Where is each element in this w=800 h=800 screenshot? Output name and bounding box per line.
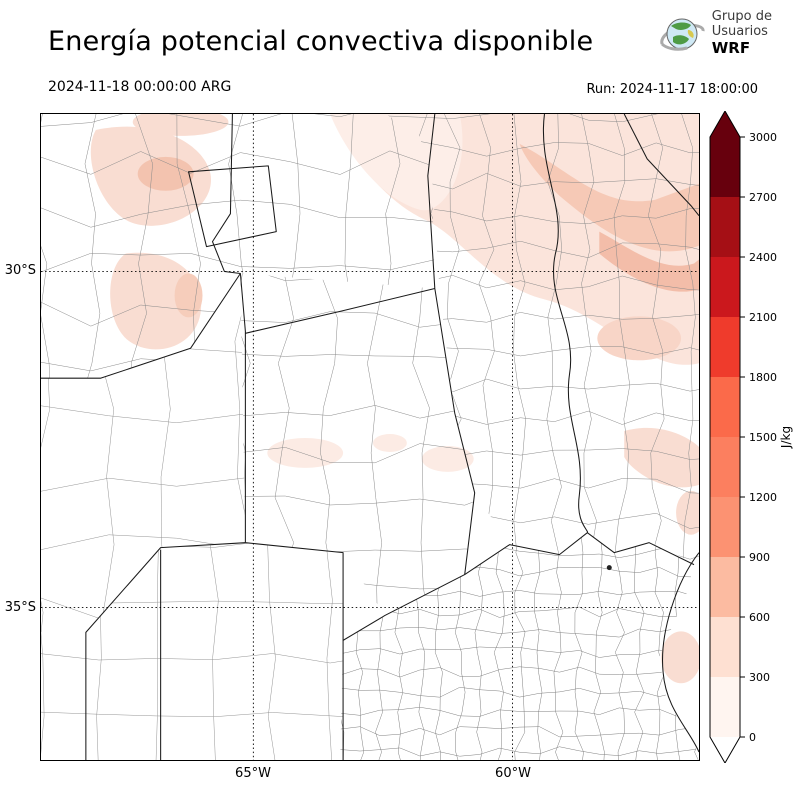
colorbar-segment bbox=[710, 197, 740, 257]
colorbar-segment bbox=[710, 137, 740, 197]
colorbar-over-arrow bbox=[710, 111, 740, 137]
colorbar-segment bbox=[710, 437, 740, 497]
logo-line-1: Grupo de bbox=[711, 9, 772, 25]
wrf-logo: Grupo de Usuarios WRF bbox=[658, 9, 772, 58]
colorbar-tick-label: 2700 bbox=[749, 191, 777, 204]
lat-tick-35s: 35°S bbox=[4, 600, 36, 615]
colorbar-tick-label: 3000 bbox=[749, 131, 777, 144]
colorbar-tick-labels: 3000 2700 2400 2100 1800 1500 1200 900 6… bbox=[749, 131, 777, 744]
colorbar-tick-label: 2400 bbox=[749, 251, 777, 264]
colorbar-segment bbox=[710, 677, 740, 737]
logo-line-3: WRF bbox=[711, 39, 751, 58]
colorbar-segment bbox=[710, 257, 740, 317]
lat-lon-gridlines bbox=[41, 114, 699, 760]
lon-tick-65w: 65°W bbox=[235, 766, 271, 781]
cape-map bbox=[41, 114, 699, 760]
valid-time-label: 2024-11-18 00:00:00 ARG bbox=[48, 79, 232, 95]
colorbar-tick-label: 1500 bbox=[749, 431, 777, 444]
lon-tick-60w: 60°W bbox=[495, 766, 531, 781]
province-borders bbox=[41, 114, 699, 760]
buenos-aires-city-marker bbox=[606, 565, 612, 571]
colorbar-unit-label: J/kg bbox=[779, 426, 793, 449]
wrf-logo-text: Grupo de Usuarios WRF bbox=[711, 9, 772, 58]
wrf-logo-globe-icon bbox=[660, 18, 705, 51]
colorbar-tick-label: 900 bbox=[749, 551, 770, 564]
page-title: Energía potencial convectiva disponible bbox=[48, 26, 594, 57]
colorbar-segment bbox=[710, 497, 740, 557]
colorbar-tick-label: 2100 bbox=[749, 311, 777, 324]
colorbar: 3000 2700 2400 2100 1800 1500 1200 900 6… bbox=[709, 111, 793, 763]
colorbar-tick-marks bbox=[740, 136, 745, 738]
colorbar-tick-label: 1200 bbox=[749, 491, 777, 504]
colorbar-tick-label: 1800 bbox=[749, 371, 777, 384]
colorbar-segment bbox=[710, 377, 740, 437]
colorbar-tick-label: 600 bbox=[749, 611, 770, 624]
logo-line-2: Usuarios bbox=[711, 24, 768, 40]
run-time-label: Run: 2024-11-17 18:00:00 bbox=[586, 82, 758, 97]
colorbar-tick-label: 300 bbox=[749, 671, 770, 684]
map-frame bbox=[40, 113, 700, 761]
cape-shading-field bbox=[90, 114, 699, 684]
colorbar-segment bbox=[710, 557, 740, 617]
colorbar-tick-label: 0 bbox=[749, 731, 756, 744]
colorbar-under-arrow bbox=[710, 737, 740, 763]
colorbar-segment bbox=[710, 317, 740, 377]
department-boundaries-mesh bbox=[41, 542, 344, 760]
colorbar-segment bbox=[710, 617, 740, 677]
lat-tick-30s: 30°S bbox=[4, 263, 36, 278]
